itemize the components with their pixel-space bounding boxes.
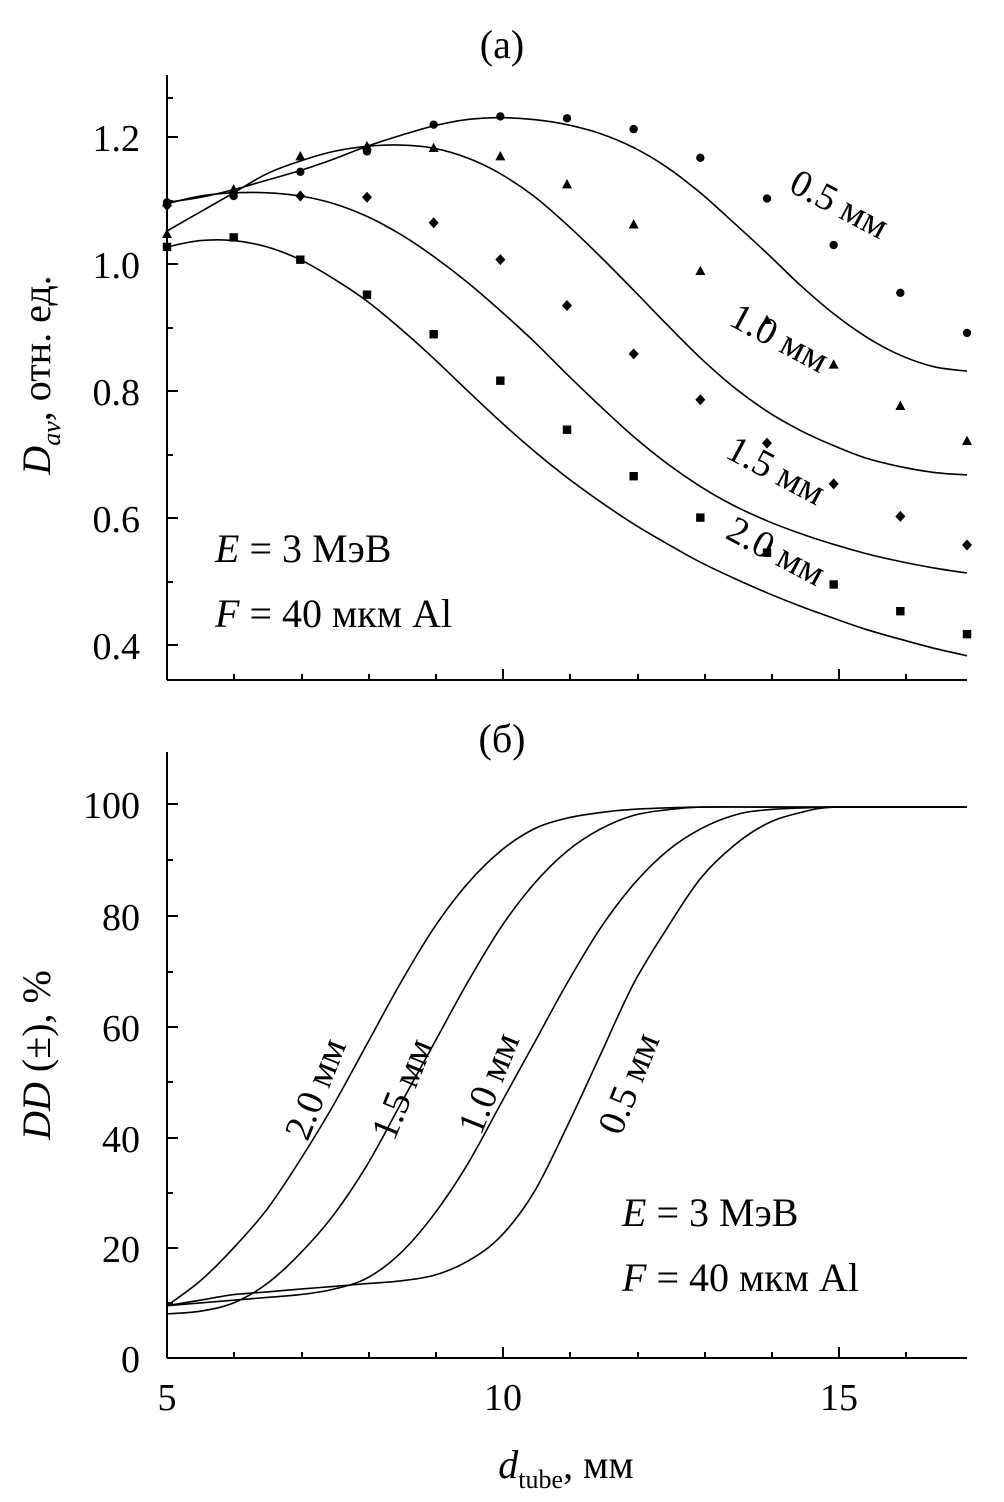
panel-a-series-1-5-line [166, 191, 968, 574]
panel-a-series-2-0-point [496, 376, 505, 385]
panel-b-xtick-label: 10 [484, 1377, 522, 1419]
panel-b-annotation-energy: E = 3 МэВ [621, 1190, 798, 1235]
panel-b-series-2-0-line [166, 806, 967, 1307]
panel-a: (а) 0.4 0.6 0.8 1.0 1.2 [14, 22, 972, 681]
panel-a-series-0-5-point [562, 114, 572, 123]
panel-b-series-0-5-line [166, 805, 967, 1307]
panel-a-y-ticks: 0.4 0.6 0.8 1.0 1.2 [93, 97, 178, 668]
panel-a-series-1-0-point [962, 435, 972, 445]
panel-b-y-axis-label: DD (±), % [14, 970, 59, 1141]
panel-a-series-1-0-point [162, 228, 172, 239]
panel-a-series-0-5-line [166, 116, 968, 372]
panel-a-series-0-5-label: 0.5 мм [783, 161, 896, 247]
panel-a-series-1-5-point [362, 191, 372, 203]
panel-b-ytick-label: 80 [102, 897, 140, 939]
panel-b-xtick-label: 5 [158, 1377, 177, 1419]
panel-a-label: (а) [480, 22, 524, 67]
panel-b-xtick-label: 15 [820, 1377, 858, 1419]
panel-a-series-2-0-point [696, 513, 705, 522]
panel-a-series-1-0-label: 1.0 мм [723, 295, 836, 381]
panel-a-series-0-5-point [296, 167, 305, 176]
panel-a-series-1-0-point [428, 142, 439, 153]
panel-a-series-1-0-point [362, 140, 372, 151]
panel-a-series-0-5-point [629, 124, 638, 134]
panel-a-series-1-0-point [762, 314, 772, 324]
panel-b-annotation-filter: F = 40 мкм Al [621, 1255, 859, 1300]
panel-a-series-1-5-point [628, 348, 639, 360]
panel-a-series-1-5-point [428, 217, 439, 229]
panel-a-annotation-filter: F = 40 мкм Al [214, 591, 452, 636]
panel-a-series-1-0-line [166, 144, 968, 476]
panel-a-ytick-label: 1.0 [93, 245, 141, 287]
panel-a-series-2-0-point [829, 580, 838, 589]
panel-a-ytick-label: 0.8 [93, 372, 141, 414]
panel-a-series-2-0-point [962, 629, 972, 639]
panel-a-ytick-label: 0.4 [93, 626, 141, 668]
panel-a-series-2-0-point [362, 290, 372, 299]
panel-b-y-ticks: 0 20 40 60 80 100 [83, 785, 178, 1381]
panel-b-ytick-label: 20 [102, 1229, 140, 1271]
panel-b-series-1-0-line [166, 806, 967, 1307]
panel-a-series-0-5-point [896, 288, 905, 297]
panel-a-series-0-5-point [496, 112, 505, 121]
panel-a-series-2-0-point [896, 607, 905, 616]
panel-b-ytick-label: 100 [83, 785, 140, 827]
panel-a-series-2-0-point [762, 548, 772, 557]
panel-a-series-1-5-point [162, 200, 172, 212]
panel-a-series-1-0-point [695, 265, 706, 275]
panel-a-series-1-5-point [495, 254, 506, 266]
panel-a-series-1-5-point [695, 394, 706, 406]
panel-a-series-1-5-point [228, 187, 239, 199]
panel-b-series: 2.0 мм 1.5 мм 1.0 мм 0.5 мм [166, 805, 967, 1315]
panel-a-series-1-5-point [562, 300, 572, 312]
panel-a-series: 0.5 мм 1.0 мм 1.5 мм2.0 мм [162, 112, 972, 657]
panel-a-series-2-0-label: 2.0 мм [720, 508, 833, 594]
panel-a-series-0-5-point [829, 240, 838, 250]
panel-a-series-1-5-point [895, 510, 906, 522]
panel-b-series-1-5-line [166, 806, 967, 1315]
panel-a-series-2-0-point [162, 242, 172, 252]
panel-a-series-1-5-point [828, 478, 839, 490]
panel-a-series-2-0-point [296, 255, 305, 264]
panel-a-series-1-5-point [295, 190, 306, 202]
panel-a-series-1-0-point [628, 219, 639, 229]
panel-a-series-1-5-point [962, 539, 972, 551]
x-axis-label: dtube, мм [498, 1442, 633, 1494]
panel-b-x-ticks: 5 10 15 [158, 1347, 907, 1419]
panel-b-series-0-5-label: 0.5 мм [590, 1027, 668, 1140]
panel-b-ytick-label: 0 [121, 1339, 140, 1381]
panel-a-y-axis-label: Dav, отн. ед. [14, 275, 66, 475]
panel-a-series-0-5-point [696, 153, 705, 162]
panel-b-ytick-label: 40 [102, 1119, 140, 1161]
panel-a-series-1-0-point [295, 151, 306, 161]
panel-a-annotation-energy: E = 3 МэВ [214, 526, 391, 571]
panel-a-series-2-0-point [429, 329, 438, 339]
panel-a-series-1-5-point [762, 437, 772, 449]
panel-a-series-1-0-point [828, 359, 839, 369]
panel-a-series-2-0-point [229, 233, 238, 242]
panel-a-series-2-0-point [629, 472, 638, 481]
panel-a-ytick-label: 1.2 [93, 118, 141, 160]
panel-a-series-1-0-point [495, 151, 506, 161]
panel-a-series-1-0-point [895, 400, 906, 410]
panel-a-series-1-5-label: 1.5 мм [720, 427, 833, 513]
panel-a-series-0-5-point [962, 328, 972, 338]
panel-b: (б) 0 20 40 60 80 100 [14, 716, 967, 1494]
panel-a-series-1-0-point [562, 179, 572, 189]
panel-a-series-0-5-point [429, 120, 438, 129]
panel-a-series-2-0-point [562, 425, 572, 434]
panel-a-series-0-5-point [762, 194, 772, 203]
panel-b-series-1-0-label: 1.0 мм [450, 1027, 528, 1140]
panel-b-label: (б) [479, 716, 526, 761]
panel-b-series-1-5-label: 1.5 мм [363, 1032, 441, 1145]
panel-b-ytick-label: 60 [102, 1008, 140, 1050]
panel-a-x-ticks [166, 669, 907, 680]
panel-a-ytick-label: 0.6 [93, 499, 141, 541]
